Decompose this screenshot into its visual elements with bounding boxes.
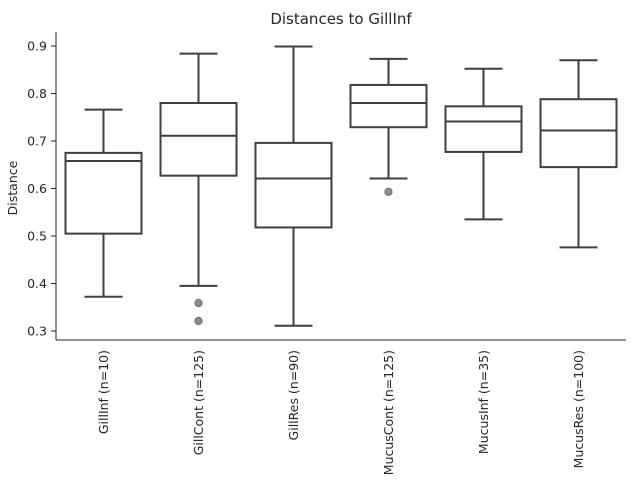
y-tick-label: 0.4 [27, 276, 47, 291]
outlier-point [194, 316, 203, 326]
y-tick-label: 0.5 [27, 229, 47, 244]
box-iqr [159, 102, 238, 177]
box-group [64, 108, 143, 298]
x-tick-label: MucusRes (n=100) [571, 350, 586, 468]
y-tick-label: 0.6 [27, 181, 47, 196]
chart-title: Distances to GillInf [270, 10, 412, 28]
y-tick-label: 0.9 [27, 39, 47, 54]
box-iqr [64, 151, 143, 235]
y-tick-label: 0.3 [27, 324, 47, 339]
box-group [539, 59, 618, 249]
y-tick-label: 0.8 [27, 86, 47, 101]
box-group [444, 67, 523, 221]
box-iqr [254, 141, 333, 229]
x-tick-label: MucusInf (n=35) [476, 350, 491, 454]
y-ticks: 0.3 0.4 0.5 0.6 0.7 0.8 0.9 [27, 39, 56, 339]
x-tick-label: GillCont (n=125) [191, 350, 206, 455]
box-group [159, 52, 238, 326]
box-iqr [444, 105, 523, 153]
x-tick-label: GillInf (n=10) [96, 350, 111, 434]
x-tick-label: MucusCont (n=125) [381, 350, 396, 475]
box-iqr [349, 83, 428, 129]
box-group [254, 45, 333, 327]
outlier-point [384, 187, 393, 196]
y-tick-label: 0.7 [27, 134, 47, 149]
box-iqr [539, 98, 618, 169]
box-group [349, 57, 428, 196]
x-tick-label: GillRes (n=90) [286, 350, 301, 440]
x-tick-labels: GillInf (n=10) GillCont (n=125) GillRes (n… [96, 350, 586, 475]
outlier-point [194, 298, 203, 308]
boxes-group [64, 45, 618, 327]
y-axis-label: Distance [5, 160, 20, 215]
